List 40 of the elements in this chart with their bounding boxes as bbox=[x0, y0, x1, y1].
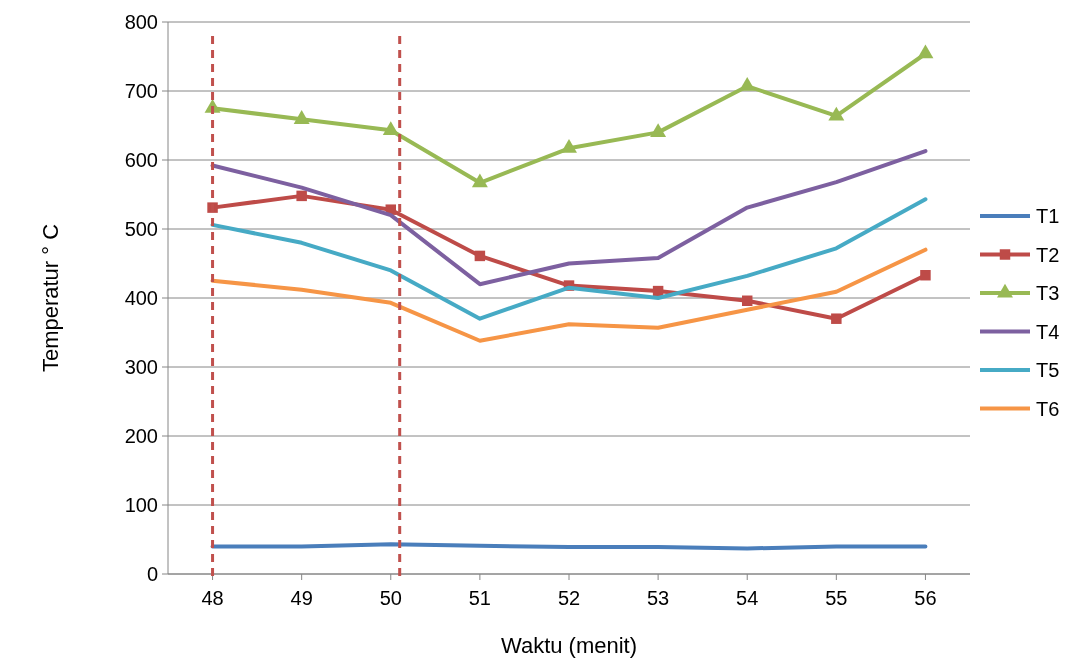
point bbox=[382, 121, 399, 135]
y-tick-label: 600 bbox=[124, 149, 158, 171]
y-tick-label: 500 bbox=[124, 218, 158, 240]
y-tick-label: 300 bbox=[124, 356, 158, 378]
legend-label: T6 bbox=[1036, 397, 1060, 420]
point bbox=[474, 250, 486, 262]
point bbox=[471, 173, 488, 188]
x-tick-label: 51 bbox=[468, 587, 492, 609]
point bbox=[296, 190, 307, 202]
y-tick-label: 400 bbox=[124, 287, 158, 309]
point bbox=[561, 139, 577, 153]
legend-label: T2 bbox=[1036, 243, 1060, 266]
point bbox=[831, 313, 842, 324]
x-tick-label: 50 bbox=[379, 587, 402, 609]
x-tick-label: 54 bbox=[736, 587, 759, 609]
x-tick-label: 48 bbox=[201, 587, 224, 609]
y-tick-label: 800 bbox=[124, 11, 158, 33]
legend-label: T3 bbox=[1036, 282, 1060, 304]
x-tick-label: 56 bbox=[914, 587, 937, 609]
y-tick-label: 200 bbox=[124, 425, 158, 447]
x-tick-label: 52 bbox=[557, 587, 581, 609]
point bbox=[920, 269, 931, 281]
legend-label: T1 bbox=[1036, 205, 1060, 227]
point bbox=[650, 123, 667, 137]
x-tick-label: 55 bbox=[825, 587, 848, 609]
y-tick-label: 700 bbox=[124, 80, 158, 102]
y-tick-label: 100 bbox=[124, 494, 158, 516]
legend-label: T5 bbox=[1036, 359, 1060, 381]
legend-label: T4 bbox=[1036, 320, 1060, 343]
point bbox=[739, 76, 756, 91]
x-axis-title: Waktu (menit) bbox=[500, 633, 638, 658]
line-series bbox=[210, 247, 928, 343]
x-tick-label: 53 bbox=[646, 587, 670, 609]
point bbox=[917, 44, 934, 59]
y-axis-title: Temperatur ° C bbox=[38, 223, 63, 373]
point bbox=[293, 110, 310, 124]
x-tick-label: 49 bbox=[290, 587, 313, 609]
point bbox=[828, 106, 845, 121]
y-tick-label: 0 bbox=[146, 563, 158, 585]
point bbox=[741, 295, 753, 306]
